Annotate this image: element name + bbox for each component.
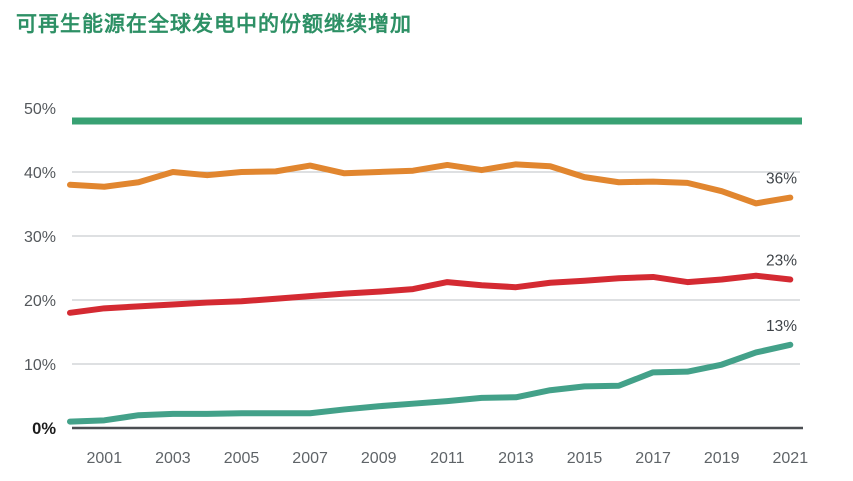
y-tick-label: 50% [24,101,56,118]
x-tick-label: 2015 [567,450,603,467]
series-end-label-teal-line: 13% [766,318,797,335]
x-tick-label: 2007 [292,450,328,467]
y-tick-label: 0% [32,420,56,438]
y-tick-label: 20% [24,293,56,310]
series-orange-line [67,161,794,207]
x-tick-label: 2019 [704,450,740,467]
y-tick-label: 10% [24,357,56,374]
series-end-label-red-line: 23% [766,253,797,270]
x-tick-label: 2013 [498,450,534,467]
y-tick-label: 30% [24,229,56,246]
x-tick-label: 2011 [430,450,465,467]
series-teal-line [67,341,794,425]
top-rule-50pct [72,117,802,125]
series-end-label-orange-line: 36% [766,171,797,188]
chart-title: 可再生能源在全球发电中的份额继续增加 [16,13,412,36]
x-tick-label: 2005 [224,450,260,467]
series-red-line [67,272,794,316]
x-tick-label: 2003 [155,450,191,467]
x-tick-label: 2009 [361,450,397,467]
y-tick-label: 40% [24,165,56,182]
x-tick-label: 2021 [773,450,809,467]
x-tick-label: 2001 [87,450,123,467]
x-tick-label: 2017 [635,450,671,467]
